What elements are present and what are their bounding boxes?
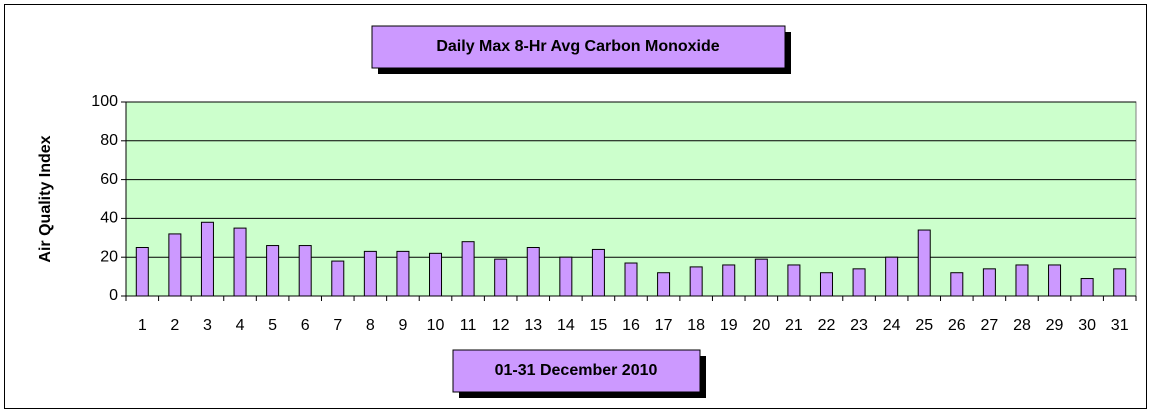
x-tick-label: 23 xyxy=(850,317,868,334)
bar xyxy=(396,250,410,297)
x-tick-label: 16 xyxy=(622,317,640,334)
bar xyxy=(657,272,671,297)
x-tick-label: 3 xyxy=(203,317,212,334)
x-tick-label: 18 xyxy=(687,317,705,334)
x-axis-title: 01-31 December 2010 xyxy=(495,362,658,379)
x-tick-label: 4 xyxy=(236,317,245,334)
bar xyxy=(331,260,345,297)
x-tick-label: 12 xyxy=(492,317,510,334)
bar xyxy=(819,272,833,297)
x-label-box xyxy=(452,349,701,393)
x-tick-label: 31 xyxy=(1111,317,1129,334)
bar xyxy=(917,229,931,297)
bar xyxy=(885,256,899,297)
x-tick-label: 8 xyxy=(366,317,375,334)
bar xyxy=(233,227,247,297)
x-tick-label: 26 xyxy=(948,317,966,334)
bar xyxy=(494,258,508,297)
x-tick-label: 6 xyxy=(301,317,310,334)
x-tick-label: 24 xyxy=(883,317,901,334)
x-tick-label: 30 xyxy=(1078,317,1096,334)
bar xyxy=(168,233,182,297)
x-tick-label: 7 xyxy=(333,317,342,334)
bar xyxy=(298,245,312,297)
bar xyxy=(787,264,801,297)
x-tick-label: 13 xyxy=(524,317,542,334)
x-tick-label: 19 xyxy=(720,317,738,334)
bar xyxy=(1048,264,1062,297)
y-axis-title: Air Quality Index xyxy=(37,135,54,262)
x-tick-label: 22 xyxy=(818,317,836,334)
bar xyxy=(1080,278,1094,297)
x-tick-label: 27 xyxy=(980,317,998,334)
x-tick-label: 29 xyxy=(1046,317,1064,334)
title-box xyxy=(371,25,786,69)
bar xyxy=(982,268,996,297)
x-tick-label: 2 xyxy=(170,317,179,334)
x-tick-label: 20 xyxy=(752,317,770,334)
x-tick-label: 25 xyxy=(915,317,933,334)
bar xyxy=(624,262,638,297)
bar xyxy=(526,247,540,297)
bar xyxy=(852,268,866,297)
x-tick-label: 11 xyxy=(460,317,477,334)
y-tick-label: 0 xyxy=(109,287,118,304)
bar xyxy=(754,258,768,297)
x-tick-label: 1 xyxy=(138,317,147,334)
y-tick-label: 40 xyxy=(100,210,118,227)
bar xyxy=(266,245,280,297)
y-tick-label: 100 xyxy=(91,93,118,110)
bar xyxy=(461,241,475,297)
bar xyxy=(1113,268,1127,297)
y-tick-label: 80 xyxy=(100,132,118,149)
bar xyxy=(950,272,964,297)
x-tick-label: 21 xyxy=(785,317,803,334)
bar xyxy=(429,252,443,297)
bar xyxy=(722,264,736,297)
x-tick-label: 28 xyxy=(1013,317,1031,334)
x-tick-label: 15 xyxy=(590,317,608,334)
x-tick-label: 10 xyxy=(427,317,445,334)
x-tick-label: 14 xyxy=(557,317,575,334)
y-tick-label: 60 xyxy=(100,171,118,188)
bar xyxy=(689,266,703,297)
bar xyxy=(135,247,149,297)
bar xyxy=(559,256,573,297)
x-tick-label: 9 xyxy=(398,317,407,334)
y-tick-label: 20 xyxy=(100,248,118,265)
bar xyxy=(591,248,605,297)
x-tick-label: 17 xyxy=(655,317,673,334)
x-tick-label: 5 xyxy=(268,317,277,334)
bar xyxy=(1015,264,1029,297)
bar xyxy=(363,250,377,297)
chart-title: Daily Max 8-Hr Avg Carbon Monoxide xyxy=(436,38,719,55)
bar xyxy=(200,221,214,297)
